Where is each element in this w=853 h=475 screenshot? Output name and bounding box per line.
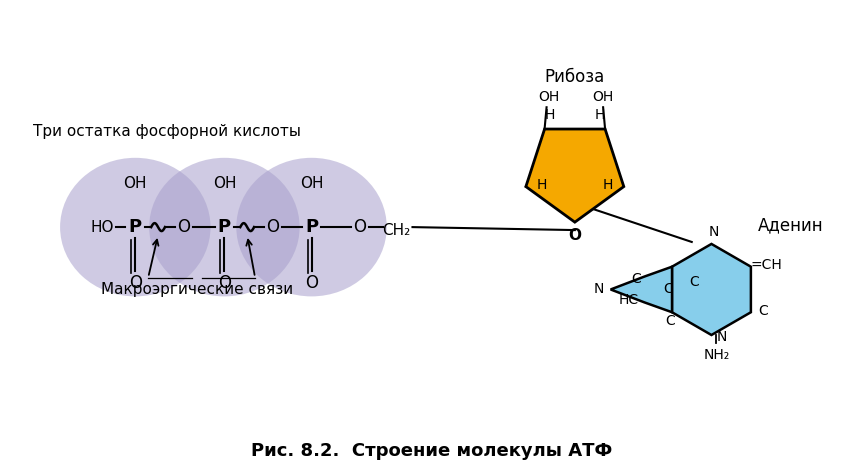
Text: C: C [757, 304, 767, 318]
Ellipse shape [236, 158, 386, 296]
Text: N: N [593, 283, 603, 296]
Text: C: C [664, 314, 674, 328]
Text: C: C [630, 272, 641, 285]
Text: =CH: =CH [750, 258, 781, 272]
Text: H: H [602, 178, 612, 191]
Text: NH₂: NH₂ [703, 348, 728, 362]
Text: OH: OH [212, 176, 236, 191]
Text: P: P [305, 218, 317, 236]
Text: O: O [353, 218, 366, 236]
Text: N: N [707, 225, 717, 239]
Text: CH₂: CH₂ [382, 223, 410, 238]
Text: Аденин: Аденин [757, 216, 822, 234]
Text: OH: OH [592, 90, 613, 104]
Ellipse shape [149, 158, 299, 296]
Text: C: C [688, 275, 698, 288]
Text: P: P [218, 218, 230, 236]
Text: HO: HO [90, 219, 114, 235]
Text: N: N [716, 330, 726, 344]
Text: Макроэргические связи: Макроэргические связи [101, 282, 293, 297]
Text: H: H [595, 108, 605, 122]
Polygon shape [525, 129, 623, 222]
Text: C: C [663, 283, 672, 296]
Ellipse shape [60, 158, 211, 296]
Text: H: H [536, 178, 546, 191]
Text: Рибоза: Рибоза [544, 67, 604, 86]
Text: OH: OH [124, 176, 147, 191]
Text: OH: OH [537, 90, 559, 104]
Text: P: P [129, 218, 142, 236]
Text: OH: OH [299, 176, 323, 191]
Text: O: O [177, 218, 190, 236]
Polygon shape [671, 244, 750, 335]
Polygon shape [610, 266, 671, 312]
Text: O: O [218, 274, 230, 292]
Text: HC: HC [618, 294, 638, 307]
Text: O: O [305, 274, 317, 292]
Text: O: O [568, 228, 581, 243]
Text: Рис. 8.2.  Строение молекулы АТФ: Рис. 8.2. Строение молекулы АТФ [251, 442, 612, 460]
Text: Три остатка фосфорной кислоты: Три остатка фосфорной кислоты [33, 124, 300, 139]
Text: H: H [543, 108, 554, 122]
Text: O: O [129, 274, 142, 292]
Text: O: O [266, 218, 279, 236]
